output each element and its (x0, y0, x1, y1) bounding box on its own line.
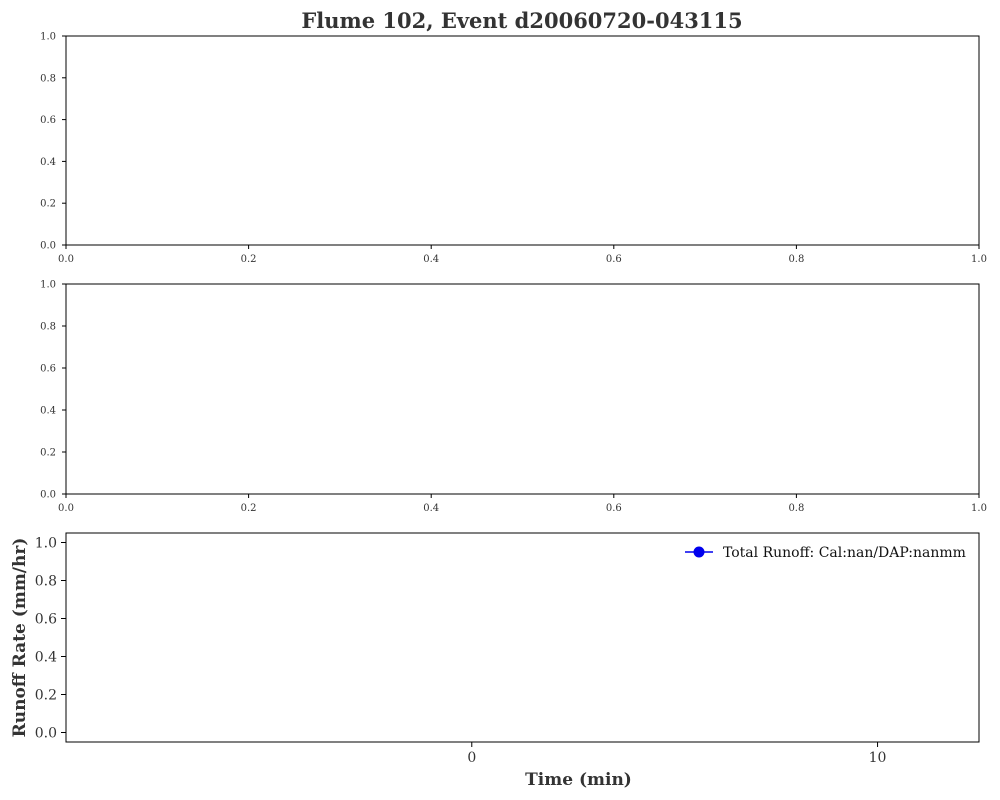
y-tick-label: 0.0 (40, 241, 56, 252)
y-tick-label: 0.2 (35, 688, 57, 704)
y-tick-label: 0.0 (35, 726, 57, 742)
y-tick-label: 0.2 (40, 199, 56, 210)
x-tick-label: 0.0 (58, 254, 74, 265)
subplot-1: 0.0 0.2 0.4 0.6 0.8 1.0 0.0 0.2 0.4 0.6 0.8 1.0 (40, 32, 987, 266)
figure-title: Flume 102, Event d20060720-043115 (301, 8, 743, 33)
y-tick-label: 1.0 (40, 32, 56, 43)
y-tick-label: 0.8 (35, 574, 57, 590)
x-tick-label: 0.2 (241, 254, 257, 265)
x-tick-label: 0.0 (58, 503, 74, 514)
y-tick-label: 0.8 (40, 322, 56, 333)
plot-area (65, 283, 980, 495)
y-tick-label: 0.6 (35, 612, 57, 628)
x-axis-label: Time (min) (525, 770, 632, 790)
x-tick-label: 1.0 (971, 254, 987, 265)
y-tick-label: 0.0 (40, 490, 56, 501)
subplot-3: 0.0 0.2 0.4 0.6 0.8 1.0 0 10 Time (min) Runoff Ra… (10, 532, 980, 790)
subplot-2: 0.0 0.2 0.4 0.6 0.8 1.0 0.0 0.2 0.4 0.6 0.8 1.0 (40, 280, 987, 515)
plot-area (65, 532, 980, 743)
y-tick-label: 0.6 (40, 115, 56, 126)
y-tick-label: 0.6 (40, 364, 56, 375)
x-tick-label: 0.4 (423, 503, 439, 514)
y-tick-label: 0.2 (40, 448, 56, 459)
x-tick-label: 0.8 (788, 503, 804, 514)
legend: Total Runoff: Cal:nan/DAP:nanmm (685, 545, 966, 561)
y-tick-label: 0.4 (40, 406, 56, 417)
legend-label: Total Runoff: Cal:nan/DAP:nanmm (723, 545, 966, 561)
y-tick-label: 1.0 (35, 536, 57, 552)
y-tick-label: 0.4 (40, 157, 56, 168)
x-tick-label: 0 (467, 750, 476, 766)
y-tick-label: 1.0 (40, 280, 56, 291)
legend-marker (693, 546, 705, 558)
x-tick-label: 0.6 (606, 254, 622, 265)
y-tick-label: 0.8 (40, 73, 56, 84)
plot-area (65, 35, 980, 246)
x-tick-label: 0.2 (241, 503, 257, 514)
y-axis-label: Runoff Rate (mm/hr) (10, 538, 30, 738)
x-tick-label: 0.4 (423, 254, 439, 265)
x-tick-label: 0.8 (788, 254, 804, 265)
x-tick-label: 0.6 (606, 503, 622, 514)
x-tick-label: 1.0 (971, 503, 987, 514)
x-tick-label: 10 (869, 750, 887, 766)
y-tick-label: 0.4 (35, 650, 57, 666)
